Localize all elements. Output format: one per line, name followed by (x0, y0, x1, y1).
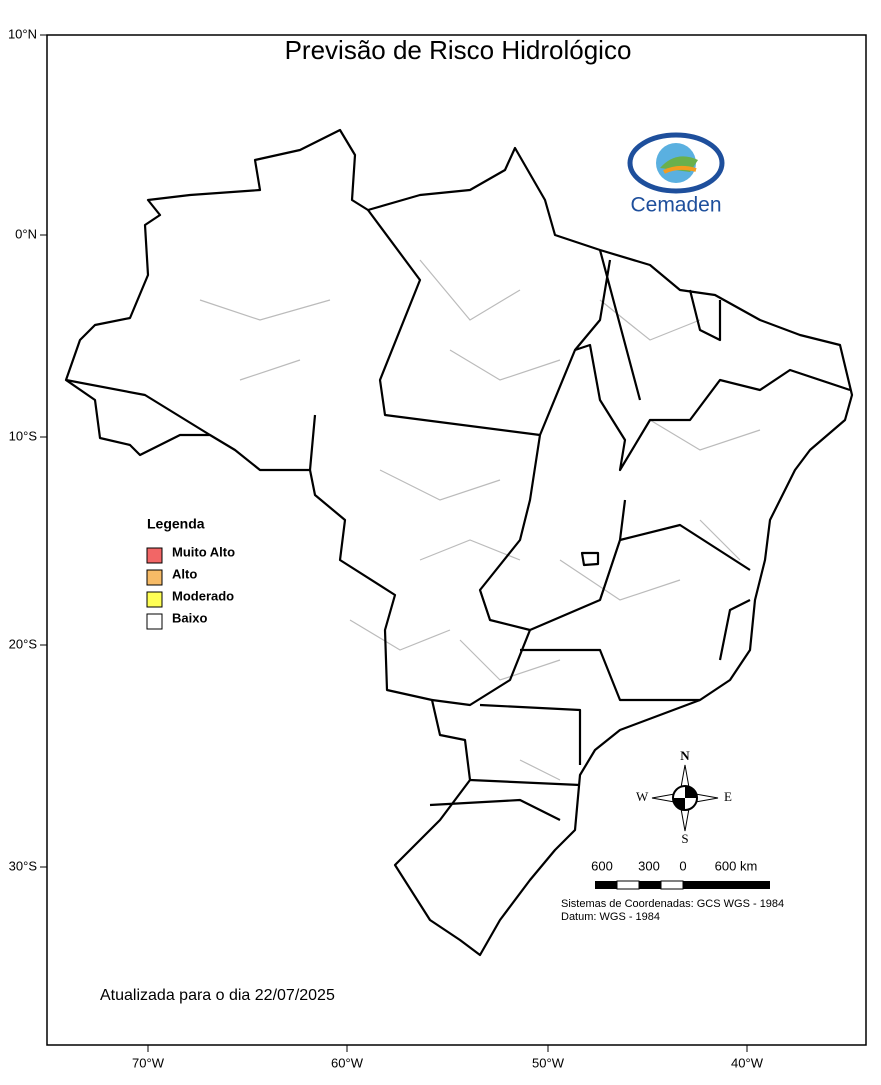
logo: Cemaden (627, 132, 725, 217)
legend: Legenda Muito Alto Alto Moderado Baixo (146, 516, 235, 630)
legend-label: Moderado (172, 588, 234, 603)
note: Sistemas de Coordenadas: GCS WGS - 1984 (561, 898, 784, 910)
map-title: Previsão de Risco Hidrológico (285, 35, 632, 65)
scale-label: 0 (679, 858, 686, 873)
note: Datum: WGS - 1984 (561, 911, 660, 923)
compass-w: W (636, 789, 649, 804)
logo-text: Cemaden (630, 194, 721, 217)
lat-tick-label: 10°S (9, 428, 38, 443)
legend-label: Baixo (172, 610, 207, 625)
updated-date: Atualizada para o dia 22/07/2025 (100, 987, 335, 1004)
lon-tick-label: 70°W (132, 1055, 165, 1070)
map-frame (46, 34, 867, 1046)
lat-tick-label: 30°S (9, 858, 38, 873)
lat-tick-label: 20°S (9, 636, 38, 651)
scale-bar (595, 880, 770, 890)
lon-tick-label: 60°W (331, 1055, 364, 1070)
scale-label: 600 (591, 858, 613, 873)
axis-ticks: 10°N 0°N 10°S 20°S 30°S 70°W 60°W 50°W 40°W (8, 26, 764, 1070)
legend-swatch (146, 547, 163, 564)
scale-labels: 600 300 0 600 km (591, 858, 757, 873)
compass: N S E W (636, 748, 732, 846)
compass-e: E (724, 789, 732, 804)
compass-s: S (681, 831, 688, 846)
lon-tick-label: 50°W (532, 1055, 565, 1070)
lon-tick-label: 40°W (731, 1055, 764, 1070)
legend-swatch (146, 569, 163, 586)
brazil-map (64, 128, 854, 957)
scale-label: 600 km (715, 858, 758, 873)
legend-swatch (146, 591, 163, 608)
legend-label: Muito Alto (172, 544, 235, 559)
legend-title: Legenda (147, 516, 205, 532)
scale-label: 300 (638, 858, 660, 873)
legend-swatch (146, 613, 163, 630)
lat-tick-label: 10°N (8, 26, 37, 41)
compass-n: N (680, 748, 690, 763)
legend-label: Alto (172, 566, 197, 581)
lat-tick-label: 0°N (15, 226, 37, 241)
